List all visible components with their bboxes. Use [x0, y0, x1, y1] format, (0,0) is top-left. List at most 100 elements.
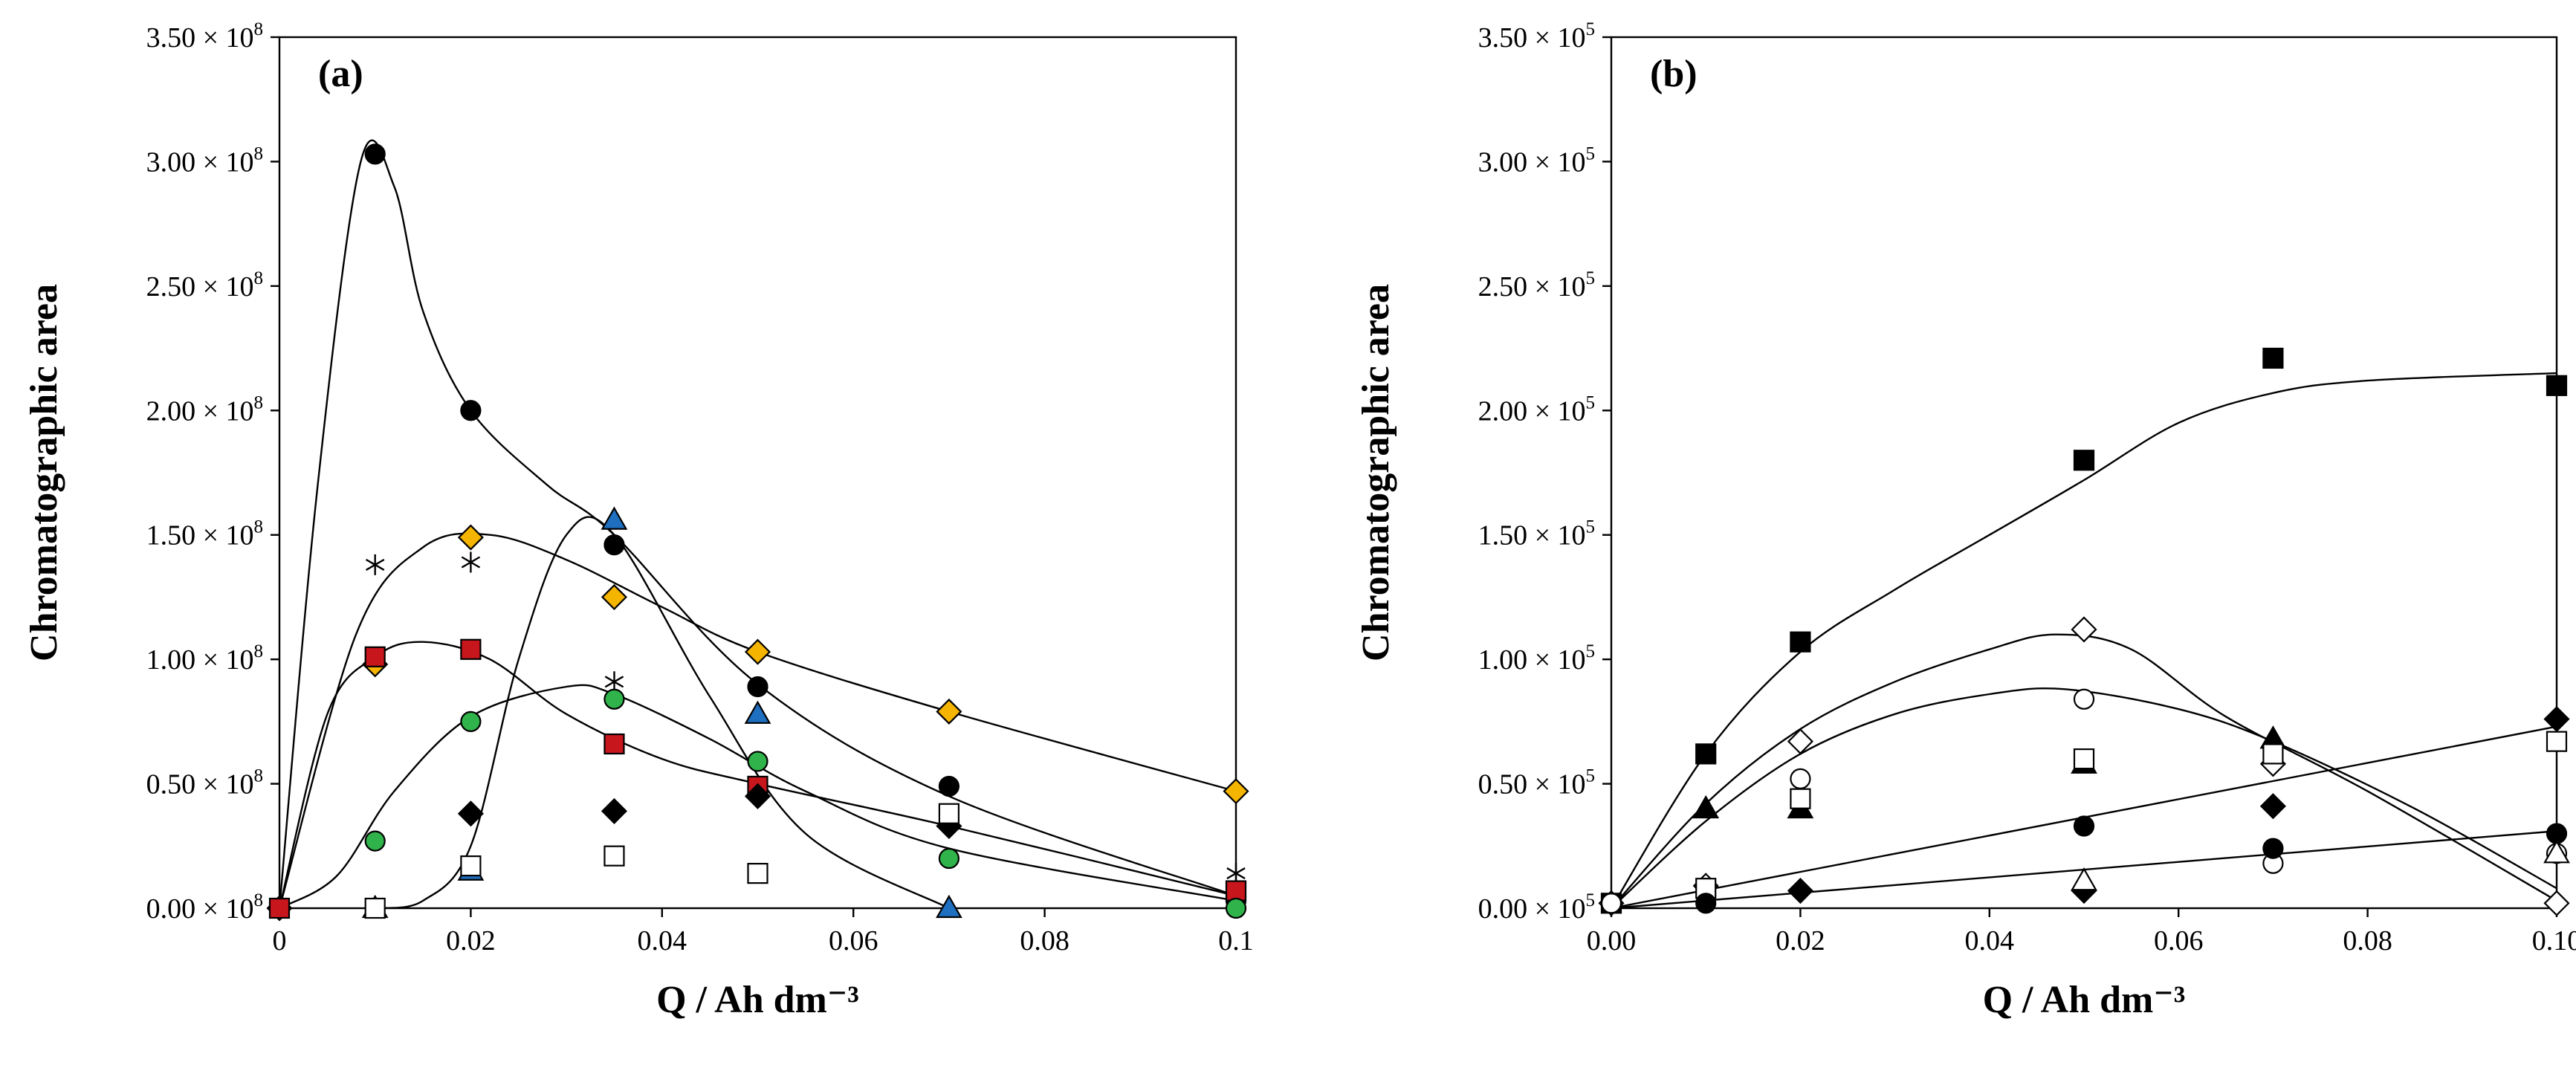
black-square-point-5: [2546, 375, 2568, 396]
y-tick-label-b-5: 2.50 × 105: [1478, 268, 1595, 302]
green-circle-point-0: [364, 830, 386, 852]
open-diamond-point-5: [2543, 890, 2570, 916]
y-axis-title-a: Chromatographic area: [23, 284, 65, 661]
black-square-point-2: [1790, 631, 1811, 653]
green-circle-point-1: [460, 711, 482, 732]
black-circle-point-1: [2073, 815, 2095, 837]
x-tick-label-b-3: 0.06: [2154, 925, 2204, 957]
x-tick-label-a-5: 0.1: [1218, 925, 1254, 957]
red-square-point-2: [460, 638, 482, 660]
black-circle-point-1: [364, 143, 386, 165]
open-circle-point-0: [1600, 893, 1622, 914]
black-square-point-3: [2073, 450, 2095, 471]
open-square-point-2: [603, 845, 625, 867]
y-tick-label-b-2: 1.00 × 105: [1478, 641, 1595, 676]
open-square-point-1: [460, 855, 482, 877]
y-axis-title-b: Chromatographic area: [1355, 284, 1397, 661]
asterisk-point-1: [461, 551, 481, 573]
black-circle-point-4: [747, 676, 768, 698]
blue-triangle-point-4: [936, 894, 962, 919]
panel-a-chart: 0.00 × 108 0.50 × 108 1.00 × 108 1.50 × 108…: [23, 19, 1254, 1021]
red-square-point-1: [364, 646, 386, 667]
x-tick-label-b-1: 0.02: [1776, 925, 1825, 957]
black-diamond-point-2: [2259, 793, 2286, 820]
open-triangle-point-0: [2071, 867, 2097, 891]
y-tick-label-a-6: 3.00 × 108: [146, 143, 263, 178]
black-diamond-point-1: [601, 797, 628, 824]
y-tick-label-a-7: 3.50 × 108: [146, 19, 263, 54]
black-circle-point-0: [1695, 893, 1717, 914]
black-circle-point-2: [460, 400, 482, 421]
y-tick-label-a-5: 2.50 × 108: [146, 268, 263, 302]
open-triangle-point-1: [2543, 840, 2570, 864]
y-tick-label-b-4: 2.00 × 105: [1478, 392, 1595, 427]
y-tick-label-a-0: 0.00 × 108: [146, 890, 263, 925]
open-square-point-1: [1790, 788, 1811, 809]
open-diamond-fit: [1611, 633, 2557, 909]
x-tick-label-b-0: 0.00: [1587, 925, 1637, 957]
open-square-point-4: [938, 803, 960, 824]
open-square-point-4: [2546, 731, 2568, 752]
black-circle-fit: [278, 139, 1237, 909]
yellow-diamond-point-3: [601, 583, 628, 610]
open-diamond-point-3: [2071, 616, 2097, 643]
x-tick-label-a-1: 0.02: [446, 925, 496, 957]
green-circle-point-3: [747, 751, 768, 772]
blue-triangle-point-3: [744, 700, 771, 724]
red-square-point-5: [1225, 880, 1247, 902]
black-triangle-point-0: [1692, 794, 1720, 819]
black-circle-point-2: [2262, 838, 2284, 859]
y-tick-label-a-4: 2.00 × 108: [146, 392, 263, 427]
panel-b-frame: [1610, 36, 2558, 910]
green-circle-point-5: [1225, 897, 1247, 919]
x-tick-label-a-0: 0: [273, 925, 287, 957]
open-circle-point-2: [1790, 768, 1811, 789]
x-tick-label-b-4: 0.08: [2343, 925, 2392, 957]
yellow-diamond-point-6: [1223, 778, 1249, 805]
green-circle-point-4: [938, 847, 960, 870]
yellow-diamond-point-4: [744, 638, 771, 665]
y-tick-label-b-1: 0.50 × 105: [1478, 766, 1595, 800]
asterisk-point-3: [1226, 863, 1246, 884]
blue-triangle-point-2: [601, 506, 628, 530]
y-tick-label-a-3: 1.50 × 108: [146, 517, 263, 551]
black-diamond-point-2: [744, 783, 771, 809]
black-diamond-point-0: [457, 800, 484, 827]
y-tick-label-b-3: 1.50 × 105: [1478, 517, 1595, 551]
y-tick-label-a-1: 0.50 × 108: [146, 766, 263, 800]
y-tick-label-b-0: 0.00 × 105: [1478, 890, 1595, 925]
red-square-point-3: [603, 733, 625, 755]
yellow-diamond-point-5: [936, 698, 962, 725]
red-square-point-0: [268, 897, 291, 919]
green-circle-point-2: [603, 688, 625, 710]
black-square-point-4: [2262, 347, 2284, 369]
open-circle-fit: [1611, 687, 2557, 909]
black-diamond-point-3: [2543, 705, 2570, 733]
y-tick-label-b-7: 3.50 × 105: [1478, 19, 1595, 54]
x-axis-title-a: Q / Ah dm⁻³: [656, 979, 859, 1021]
open-square-point-3: [2262, 743, 2284, 765]
asterisk-point-0: [365, 554, 385, 575]
x-axis-title-b: Q / Ah dm⁻³: [1983, 979, 2186, 1021]
panel-label-a: (a): [318, 53, 363, 95]
black-square-fit: [1610, 372, 2557, 909]
black-square-point-1: [1695, 743, 1717, 765]
x-tick-label-a-2: 0.04: [638, 925, 687, 957]
open-square-point-2: [2073, 748, 2095, 770]
panel-label-b: (b): [1650, 53, 1698, 95]
open-diamond-point-2: [1787, 728, 1813, 755]
x-tick-label-a-4: 0.08: [1020, 925, 1069, 957]
x-tick-label-b-2: 0.04: [1965, 925, 2015, 957]
yellow-diamond-point-2: [457, 524, 484, 551]
black-circle-point-3: [603, 534, 625, 556]
panel-a-frame: [278, 36, 1237, 910]
panel-b-chart: 0.00 × 105 0.50 × 105 1.00 × 105 1.50 × 105…: [1355, 19, 2576, 1021]
x-tick-label-b-5: 0.10: [2532, 925, 2576, 957]
open-square-point-3: [747, 863, 768, 884]
open-square-point-0: [364, 897, 386, 919]
black-circle-point-5: [938, 775, 960, 797]
blue-triangle-fit: [375, 516, 950, 910]
y-tick-label-a-2: 1.00 × 108: [146, 641, 263, 676]
y-tick-label-b-6: 3.00 × 105: [1478, 143, 1595, 178]
